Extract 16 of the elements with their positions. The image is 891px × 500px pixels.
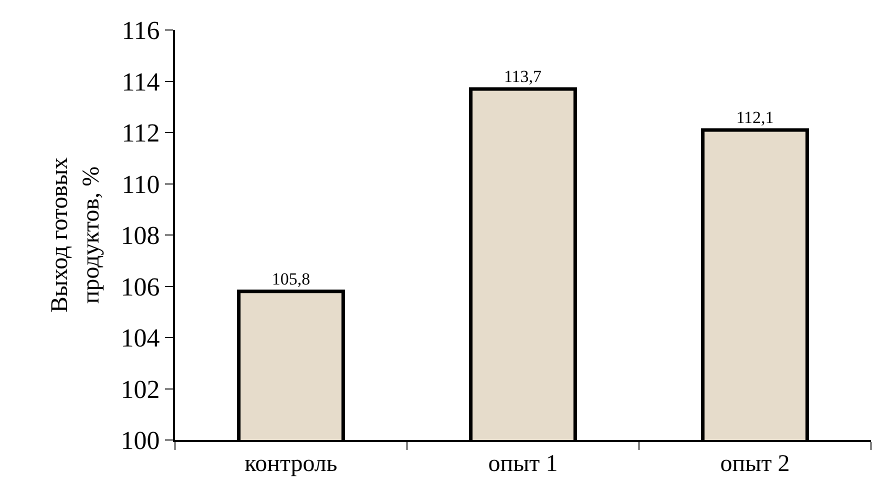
y-tick-label: 102 xyxy=(120,374,160,404)
y-tick-label: 104 xyxy=(120,324,160,353)
x-tick-label: опыт 2 xyxy=(720,450,790,477)
data-label: 105,8 xyxy=(272,269,310,288)
data-label: 112,1 xyxy=(736,108,774,127)
data-label: 113,7 xyxy=(504,66,542,86)
y-tick-label: 108 xyxy=(120,221,160,250)
y-tick-label: 116 xyxy=(122,16,160,46)
y-tick-label: 114 xyxy=(122,67,160,96)
x-tick-label: контроль xyxy=(244,450,338,477)
x-tick-label: опыт 1 xyxy=(488,450,558,477)
y-tick-label: 110 xyxy=(122,170,160,199)
y-axis-title: Выход готовых продуктов, % xyxy=(47,157,104,313)
y-tick-label: 100 xyxy=(120,426,160,456)
y-tick-label: 112 xyxy=(122,118,160,148)
y-tick-label: 106 xyxy=(120,272,160,302)
